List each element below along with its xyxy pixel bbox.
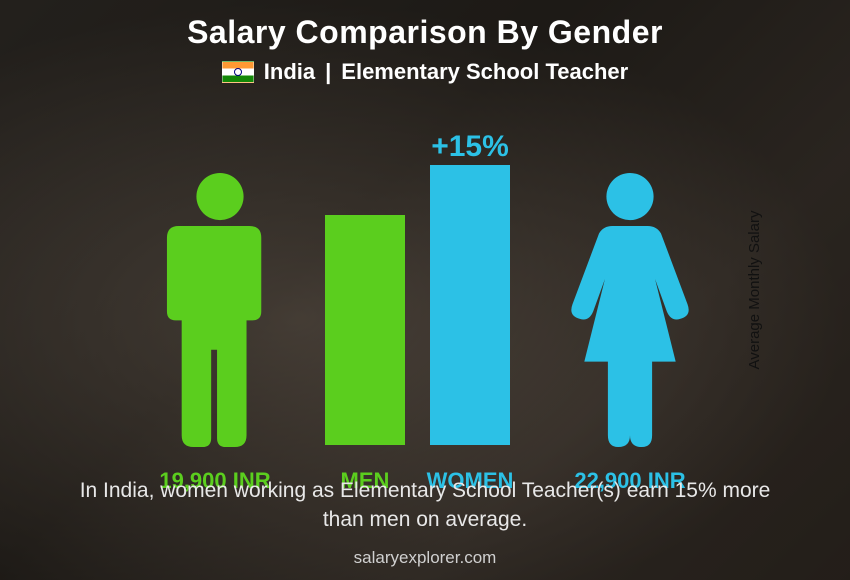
female-figure-icon [555,170,705,450]
male-bar-svg [325,215,405,445]
gender-salary-chart: +15% [0,130,850,450]
job-label: Elementary School Teacher [341,59,628,85]
page-title: Salary Comparison By Gender [0,0,850,51]
source-link[interactable]: salaryexplorer.com [0,548,850,568]
female-bar-svg [430,165,510,445]
infographic-content: Salary Comparison By Gender India | Elem… [0,0,850,580]
country-label: India [264,59,315,85]
y-axis-label: Average Monthly Salary [746,211,763,370]
male-silhouette-svg [145,170,295,450]
separator: | [325,59,331,85]
female-salary-bar [430,165,510,450]
male-salary-bar [325,215,405,450]
summary-text: In India, women working as Elementary Sc… [60,477,790,534]
subtitle-row: India | Elementary School Teacher [0,59,850,85]
male-figure-icon [145,170,295,450]
difference-label: +15% [430,130,510,164]
india-flag-icon [222,61,254,83]
female-silhouette-svg [555,170,705,450]
